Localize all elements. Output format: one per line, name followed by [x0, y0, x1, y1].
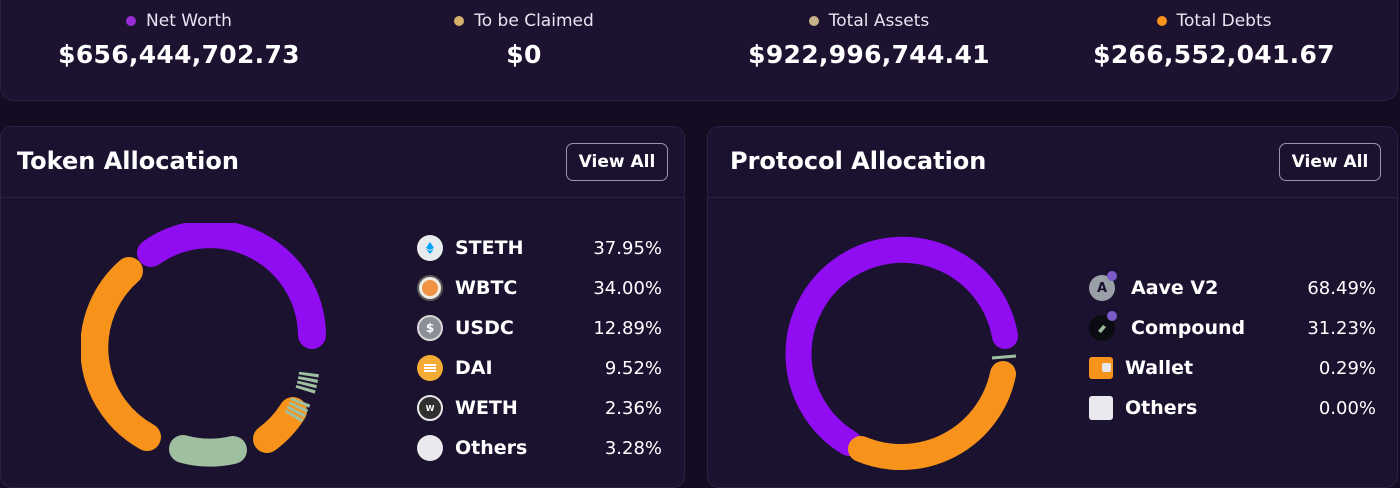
token-arc-others	[284, 397, 311, 423]
protocol-pct-others: 0.00%	[1318, 398, 1376, 419]
token-name-wbtc: WBTC	[455, 277, 518, 299]
others-icon	[417, 435, 443, 461]
token-row-steth[interactable]: STETH	[417, 234, 524, 262]
token-name-others: Others	[455, 437, 528, 459]
net-worth-dot-icon	[126, 16, 137, 26]
protocol-others-icon	[1089, 396, 1113, 420]
wbtc-icon	[417, 275, 443, 301]
token-view-all-button[interactable]: View All	[566, 143, 668, 181]
protocol-row-compound[interactable]: Compound	[1089, 311, 1246, 342]
weth-icon: W	[417, 395, 443, 421]
aave-icon: A	[1089, 271, 1117, 301]
protocol-arc-compound	[848, 361, 1016, 471]
protocol-name-aave: Aave V2	[1131, 277, 1219, 299]
protocol-view-all-button[interactable]: View All	[1279, 143, 1381, 181]
protocol-donut-chart	[785, 236, 1018, 471]
protocol-pct-compound: 31.23%	[1307, 318, 1376, 339]
usdc-icon: $	[417, 315, 443, 341]
token-pct-weth: 2.36%	[604, 398, 662, 419]
token-row-wbtc[interactable]: WBTC	[417, 274, 517, 302]
protocol-arc-aave	[785, 236, 1018, 456]
net-worth-stat: Net Worth $656,444,702.73	[29, 10, 329, 69]
summary-panel: Net Worth $656,444,702.73 To be Claimed …	[0, 0, 1398, 101]
protocol-allocation-card: Protocol Allocation View All A Aave V2 6…	[707, 126, 1398, 488]
protocol-row-others[interactable]: Others	[1089, 394, 1197, 422]
protocol-name-others: Others	[1125, 397, 1198, 419]
token-arc-steth	[137, 223, 326, 349]
token-arc-weth	[295, 371, 319, 395]
token-arc-usdc	[169, 435, 247, 467]
token-allocation-title: Token Allocation	[17, 147, 239, 175]
protocol-pct-aave: 68.49%	[1307, 278, 1376, 299]
to-be-claimed-dot-icon	[454, 16, 465, 26]
token-row-usdc[interactable]: $ USDC	[417, 314, 514, 342]
token-row-weth[interactable]: W WETH	[417, 394, 518, 422]
token-name-dai: DAI	[455, 357, 493, 379]
to-be-claimed-stat: To be Claimed $0	[374, 10, 674, 69]
protocol-pct-wallet: 0.29%	[1318, 358, 1376, 379]
token-pct-usdc: 12.89%	[593, 318, 662, 339]
token-row-others[interactable]: Others	[417, 434, 527, 462]
token-row-dai[interactable]: DAI	[417, 354, 493, 382]
total-debts-label: Total Debts	[1176, 11, 1272, 31]
total-assets-stat: Total Assets $922,996,744.41	[719, 10, 1019, 69]
token-allocation-header: Token Allocation View All	[1, 127, 684, 198]
compound-icon	[1089, 311, 1117, 341]
total-debts-value: $266,552,041.67	[1093, 40, 1335, 69]
token-name-steth: STETH	[455, 237, 524, 259]
total-assets-dot-icon	[808, 16, 819, 26]
token-arc-dai	[253, 397, 307, 453]
wallet-icon	[1089, 357, 1113, 379]
token-donut-chart	[81, 223, 326, 467]
total-assets-label: Total Assets	[828, 11, 930, 31]
dai-icon	[417, 355, 443, 381]
steth-icon	[417, 235, 443, 261]
protocol-name-wallet: Wallet	[1125, 357, 1194, 379]
token-allocation-card: Token Allocation View All STETH 37.95% W…	[0, 126, 685, 488]
total-debts-dot-icon	[1156, 16, 1167, 26]
protocol-row-aave[interactable]: A Aave V2	[1089, 271, 1219, 302]
net-worth-value: $656,444,702.73	[58, 40, 300, 69]
to-be-claimed-label: To be Claimed	[474, 11, 594, 31]
total-assets-value: $922,996,744.41	[748, 40, 990, 69]
token-arc-wbtc	[81, 257, 161, 451]
total-debts-stat: Total Debts $266,552,041.67	[1064, 10, 1364, 69]
protocol-name-compound: Compound	[1131, 317, 1246, 339]
net-worth-label: Net Worth	[146, 11, 232, 31]
token-name-usdc: USDC	[455, 317, 514, 339]
protocol-allocation-header: Protocol Allocation View All	[708, 127, 1397, 198]
protocol-arc-wallet	[991, 354, 1017, 360]
token-pct-others: 3.28%	[604, 438, 662, 459]
token-pct-wbtc: 34.00%	[593, 278, 662, 299]
protocol-row-wallet[interactable]: Wallet	[1089, 354, 1193, 382]
protocol-allocation-title: Protocol Allocation	[730, 147, 987, 175]
token-pct-dai: 9.52%	[604, 358, 662, 379]
token-pct-steth: 37.95%	[593, 238, 662, 259]
token-name-weth: WETH	[455, 397, 518, 419]
to-be-claimed-value: $0	[506, 40, 542, 69]
